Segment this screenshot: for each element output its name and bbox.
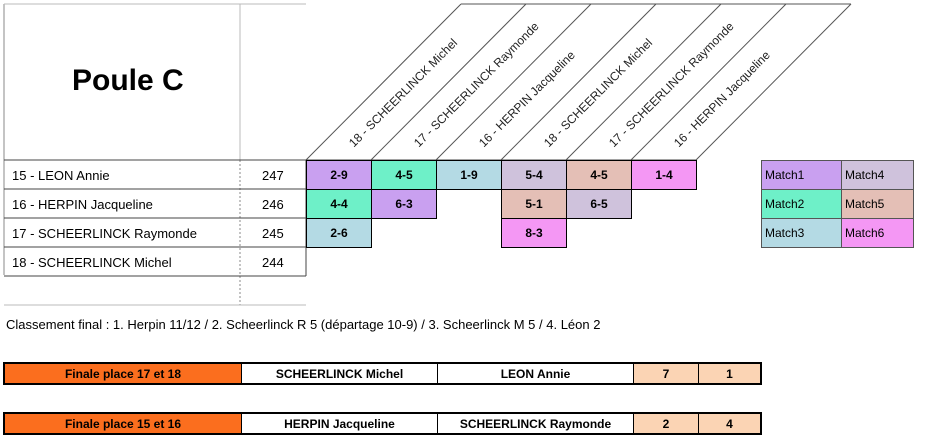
final-player1: SCHEERLINCK Michel [242,364,438,383]
final-score1: 2 [634,414,699,433]
score-cell: 1-4 [631,160,697,190]
final-player2: SCHEERLINCK Raymonde [438,414,634,433]
player-points: 245 [262,225,284,241]
final-score2: 4 [699,414,760,433]
score-cell: 4-5 [566,160,632,190]
score-cell: 4-5 [371,160,437,190]
score-cell: 5-4 [501,160,567,190]
score-cell: 2-6 [306,218,372,248]
player-name: 18 - SCHEERLINCK Michel [12,254,172,270]
legend-match4: Match4 [841,160,914,190]
score-cell: 4-4 [306,189,372,219]
pool-title: Poule C [72,64,184,97]
final-label: Finale place 17 et 18 [5,364,242,383]
final-player1: HERPIN Jacqueline [242,414,438,433]
legend-match5: Match5 [841,189,914,219]
final-player2: LEON Annie [438,364,634,383]
player-name: 17 - SCHEERLINCK Raymonde [12,225,197,241]
score-cell: 2-9 [306,160,372,190]
final-row: Finale place 15 et 16 HERPIN Jacqueline … [3,412,762,435]
score-cell: 6-5 [566,189,632,219]
final-label: Finale place 15 et 16 [5,414,242,433]
legend-match3: Match3 [761,218,842,248]
score-cell: 1-9 [436,160,502,190]
classement-final: Classement final : 1. Herpin 11/12 / 2. … [6,317,601,332]
player-name: 15 - LEON Annie [12,167,110,183]
player-name: 16 - HERPIN Jacqueline [12,196,153,212]
legend-match2: Match2 [761,189,842,219]
score-cell: 5-1 [501,189,567,219]
score-cell: 8-3 [501,218,567,248]
final-row: Finale place 17 et 18 SCHEERLINCK Michel… [3,362,762,385]
legend-match1: Match1 [761,160,842,190]
score-cell: 6-3 [371,189,437,219]
player-points: 246 [262,196,284,212]
legend-match6: Match6 [841,218,914,248]
final-score1: 7 [634,364,699,383]
final-score2: 1 [699,364,760,383]
player-points: 247 [262,167,284,183]
player-points: 244 [262,254,284,270]
